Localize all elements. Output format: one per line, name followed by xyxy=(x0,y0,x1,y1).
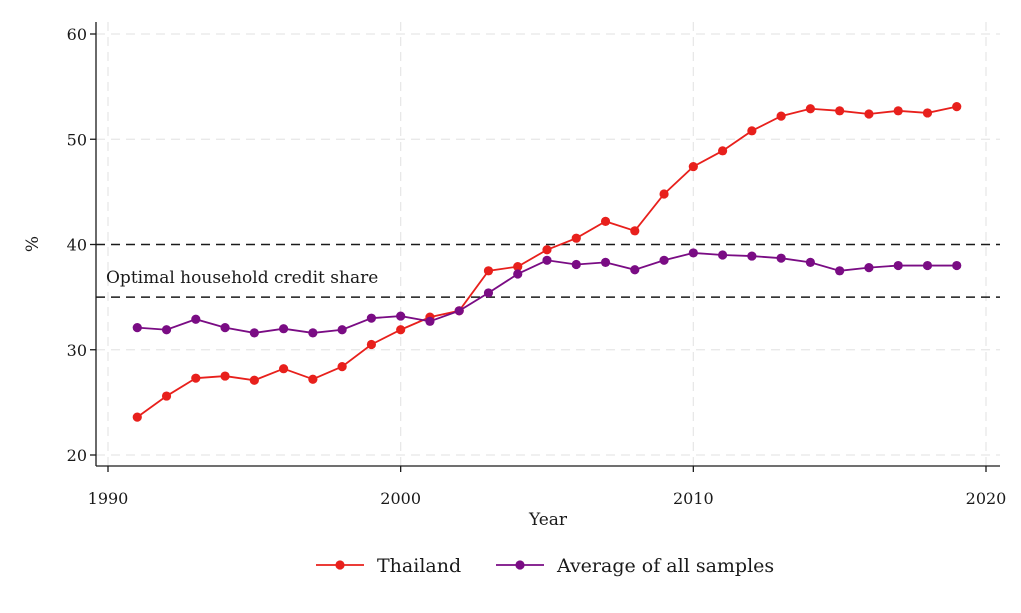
data-point-average xyxy=(718,250,728,260)
data-point-average xyxy=(454,306,464,316)
data-point-average xyxy=(279,324,289,334)
data-point-thailand xyxy=(922,108,933,118)
data-point-thailand xyxy=(952,102,962,112)
reference-lines xyxy=(96,243,1000,298)
data-point-thailand xyxy=(191,373,201,383)
x-tick-label: 2010 xyxy=(673,489,714,508)
data-point-thailand xyxy=(366,339,376,350)
legend-item-thailand: Thailand xyxy=(316,555,461,577)
y-tick-label: 40 xyxy=(67,236,87,255)
x-axis-title: Year xyxy=(528,510,568,530)
data-point-average xyxy=(220,323,230,333)
data-point-average xyxy=(630,265,640,275)
data-point-thailand xyxy=(893,106,903,116)
data-point-thailand xyxy=(864,109,874,119)
data-point-average xyxy=(864,263,874,273)
data-point-average xyxy=(542,255,552,265)
legend-marker-thailand xyxy=(335,560,345,570)
data-point-average xyxy=(483,288,494,298)
y-axis-title: % xyxy=(23,236,43,252)
legend-marker-average xyxy=(515,560,525,570)
data-point-average xyxy=(571,259,581,270)
data-point-average xyxy=(249,328,259,338)
data-point-thailand xyxy=(542,245,552,255)
y-tick-label: 60 xyxy=(67,25,87,44)
data-point-average xyxy=(747,251,757,261)
data-point-average xyxy=(659,255,669,265)
data-point-average xyxy=(776,253,786,263)
data-point-thailand xyxy=(308,374,318,384)
data-point-average xyxy=(337,325,347,335)
legend: Thailand Average of all samples xyxy=(316,555,774,577)
data-point-thailand xyxy=(161,391,172,401)
x-tick-label: 2000 xyxy=(380,489,421,508)
data-point-average xyxy=(513,269,523,279)
data-point-average xyxy=(191,314,201,324)
x-tick-label: 2020 xyxy=(966,489,1007,508)
series-line-average xyxy=(137,252,957,334)
data-point-average xyxy=(688,248,698,258)
data-point-average xyxy=(161,325,172,335)
data-point-average xyxy=(308,328,318,338)
data-point-average xyxy=(805,257,816,267)
data-point-average xyxy=(835,266,845,276)
optimal-share-annotation: Optimal household credit share xyxy=(106,268,378,288)
data-point-average xyxy=(952,260,962,271)
y-tick-label: 50 xyxy=(67,130,87,149)
data-point-thailand xyxy=(805,104,816,114)
data-point-average xyxy=(922,260,933,271)
data-point-average xyxy=(132,323,142,333)
data-point-thailand xyxy=(835,106,845,116)
data-point-thailand xyxy=(396,325,406,335)
data-point-thailand xyxy=(600,216,611,226)
axes: 20 30 40 50 60 1990 2000 2010 2020 xyxy=(67,22,1007,508)
y-tick-label: 30 xyxy=(67,341,87,360)
data-point-thailand xyxy=(571,233,581,243)
data-point-average xyxy=(600,257,611,267)
data-point-thailand xyxy=(249,375,259,385)
legend-label-average: Average of all samples xyxy=(556,555,774,577)
data-point-thailand xyxy=(718,146,728,156)
data-point-thailand xyxy=(688,162,698,172)
data-point-thailand xyxy=(483,266,494,276)
legend-label-thailand: Thailand xyxy=(377,555,461,577)
data-point-average xyxy=(425,316,435,326)
data-point-average xyxy=(396,311,406,321)
data-point-average xyxy=(366,313,376,323)
data-point-average xyxy=(893,260,903,271)
data-point-thailand xyxy=(747,126,757,136)
legend-item-average: Average of all samples xyxy=(496,555,774,577)
series-layer xyxy=(132,102,962,422)
data-point-thailand xyxy=(132,412,142,422)
data-point-thailand xyxy=(279,364,289,374)
y-tick-label: 20 xyxy=(67,446,87,465)
data-point-thailand xyxy=(220,371,230,381)
x-tick-label: 1990 xyxy=(88,489,129,508)
data-point-thailand xyxy=(776,111,786,121)
data-point-thailand xyxy=(513,262,523,272)
data-point-thailand xyxy=(630,226,640,236)
data-point-thailand xyxy=(659,189,669,199)
data-point-thailand xyxy=(337,361,347,372)
